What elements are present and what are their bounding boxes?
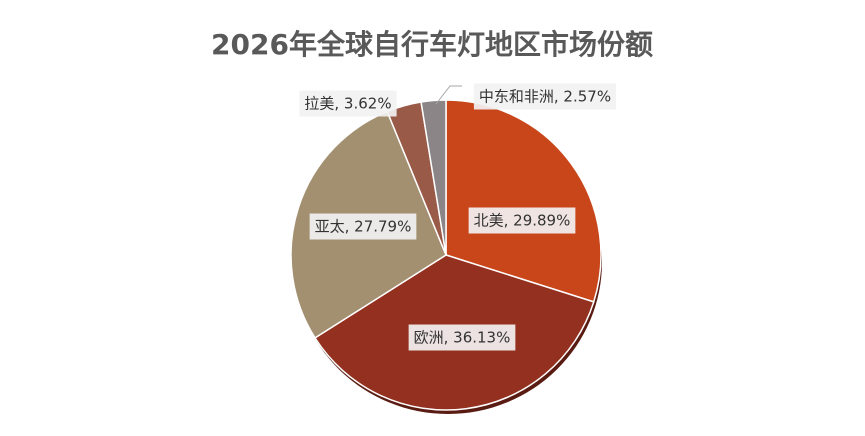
data-label-bg <box>408 324 516 351</box>
data-label: 拉美, 3.62% <box>304 95 391 113</box>
data-label: 北美, 29.89% <box>474 212 571 230</box>
pie-slice <box>420 99 447 256</box>
data-label-bg <box>299 90 397 117</box>
data-label: 亚太, 27.79% <box>315 218 412 236</box>
chart-title: 2026年全球自行车灯地区市场份额 <box>211 28 653 61</box>
data-label: 欧洲, 36.13% <box>414 329 511 347</box>
leader-line <box>435 85 462 105</box>
data-label: 中东和非洲, 2.57% <box>479 88 611 106</box>
data-label-bg <box>468 207 576 234</box>
data-label-bg <box>309 213 417 240</box>
data-label-bg <box>473 83 617 110</box>
